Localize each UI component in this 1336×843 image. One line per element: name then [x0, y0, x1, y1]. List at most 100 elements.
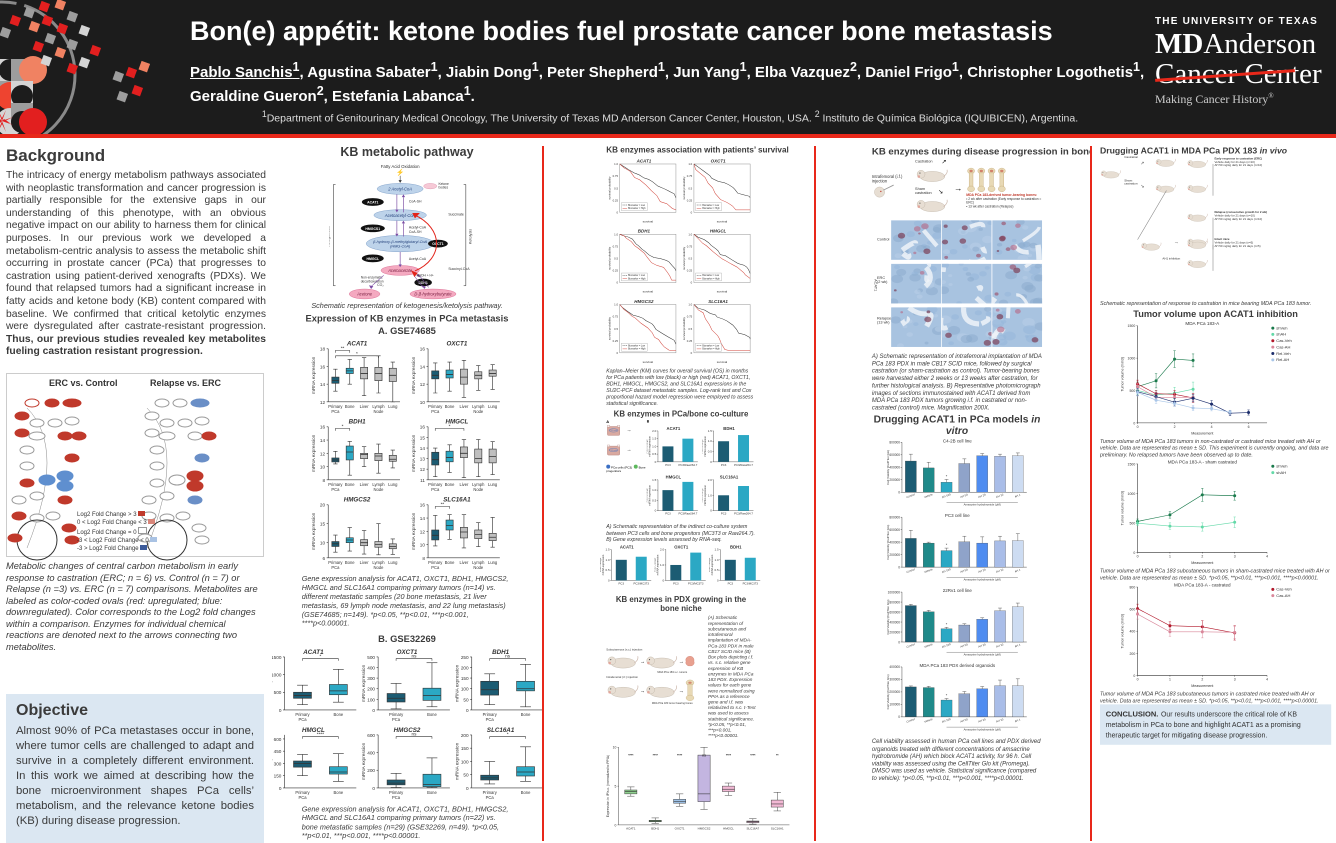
svg-text:0: 0	[655, 460, 657, 464]
svg-text:AH 20: AH 20	[977, 642, 986, 649]
svg-text:0.5: 0.5	[708, 450, 712, 454]
svg-text:8: 8	[323, 477, 326, 482]
svg-text:1500: 1500	[1128, 324, 1136, 328]
svg-text:0: 0	[1133, 674, 1135, 678]
svg-text:1.5: 1.5	[652, 437, 656, 441]
svg-text:14: 14	[320, 382, 326, 387]
svg-text:Lung: Lung	[488, 482, 498, 487]
svg-text:1.5: 1.5	[605, 547, 609, 551]
svg-text:4: 4	[1266, 555, 1268, 559]
svg-text:PC3: PC3	[721, 512, 727, 516]
svg-text:600: 600	[367, 732, 375, 737]
svg-text:0: 0	[691, 281, 693, 285]
svg-text:150: 150	[461, 746, 469, 751]
svg-text:Amsacrine hydrobromide (μM): Amsacrine hydrobromide (μM)	[963, 503, 1000, 507]
svg-text:1.0: 1.0	[708, 439, 712, 443]
svg-text:Bone: Bone	[427, 790, 437, 795]
svg-text:Biomarker = Low: Biomarker = Low	[628, 275, 645, 277]
svg-text:0: 0	[662, 578, 664, 582]
svg-text:Fold changemRNA expression: Fold changemRNA expression	[654, 554, 659, 575]
svg-text:ns: ns	[702, 753, 706, 757]
svg-text:400: 400	[1129, 630, 1135, 634]
svg-text:0: 0	[466, 708, 469, 713]
svg-text:Biomarker = Low: Biomarker = Low	[628, 345, 645, 347]
svg-text:SLC16A7: SLC16A7	[746, 826, 759, 830]
svg-text:PrimaryPCa: Primary PCa	[389, 712, 404, 722]
svg-text:15: 15	[320, 521, 326, 526]
svg-text:Control: Control	[905, 492, 915, 499]
svg-text:0.75: 0.75	[613, 174, 619, 178]
svg-text:0: 0	[691, 210, 693, 214]
svg-text:Liver: Liver	[360, 560, 370, 565]
svg-text:Bone: Bone	[445, 482, 455, 487]
svg-text:0: 0	[898, 640, 900, 644]
svg-text:ns: ns	[412, 731, 418, 736]
svg-text:10: 10	[320, 464, 326, 469]
svg-text:200000: 200000	[889, 630, 900, 634]
svg-text:****: ****	[653, 753, 659, 757]
svg-text:survival: survival	[643, 360, 654, 364]
svg-text:HMGCS2: HMGCS2	[344, 496, 371, 503]
svg-text:0.75: 0.75	[687, 315, 693, 319]
svg-text:ns: ns	[412, 653, 418, 658]
svg-text:Liver: Liver	[360, 404, 370, 409]
svg-text:6: 6	[1248, 425, 1250, 429]
svg-text:****: ****	[317, 731, 324, 736]
svg-text:Lung: Lung	[488, 560, 498, 565]
svg-text:0: 0	[1133, 551, 1135, 555]
svg-text:Ketolysis: Ketolysis	[468, 229, 472, 244]
svg-text:20: 20	[320, 502, 326, 507]
svg-text:Bone: Bone	[521, 790, 531, 795]
svg-text:LymphNode: Lymph Node	[372, 482, 385, 492]
svg-text:50: 50	[463, 697, 469, 702]
svg-text:PC3 cells: PC3 cells	[610, 430, 618, 432]
svg-text:0: 0	[898, 491, 900, 495]
svg-text:D-β-hydroxybutyrate: D-β-hydroxybutyrate	[414, 292, 452, 297]
svg-text:BDH1: BDH1	[638, 229, 651, 234]
svg-text:Liver: Liver	[459, 404, 469, 409]
svg-text:2 Acetyl-CoA: 2 Acetyl-CoA	[387, 187, 412, 192]
svg-text:AH 50: AH 50	[959, 567, 968, 574]
svg-text:1.0: 1.0	[614, 232, 618, 236]
svg-text:****: ****	[726, 753, 732, 757]
svg-text:Bone: Bone	[334, 712, 344, 717]
svg-text:shVeh: shVeh	[1276, 464, 1287, 469]
svg-text:2.0: 2.0	[652, 429, 656, 433]
svg-text:→: →	[626, 427, 631, 433]
svg-text:HMGCL: HMGCL	[710, 229, 727, 234]
svg-text:3: 3	[1234, 678, 1236, 682]
svg-text:Amsacrine hydrobromide (μM): Amsacrine hydrobromide (μM)	[963, 578, 1000, 582]
svg-text:Rel-Veh: Rel-Veh	[1276, 351, 1290, 356]
svg-text:AH 1: AH 1	[1014, 717, 1022, 723]
svg-text:*: *	[945, 622, 947, 626]
svg-text:OXCT1: OXCT1	[674, 544, 689, 549]
svg-text:****: ****	[628, 753, 634, 757]
svg-text:500: 500	[1129, 521, 1135, 525]
svg-text:0.25: 0.25	[613, 198, 619, 202]
svg-text:PrimaryPCa: Primary PCa	[428, 560, 443, 570]
svg-text:Acetyl-CoA: Acetyl-CoA	[409, 225, 427, 229]
svg-text:survival probability: survival probability	[609, 317, 612, 341]
svg-text:survival probability: survival probability	[609, 176, 612, 200]
svg-text:HMGCS2: HMGCS2	[394, 726, 421, 733]
svg-text:Biomarker = Low: Biomarker = Low	[702, 345, 719, 347]
svg-text:500: 500	[274, 690, 282, 695]
svg-text:survival: survival	[643, 219, 654, 223]
svg-text:Cell Viability (CellTiter Glo): Cell Viability (CellTiter Glo)	[886, 525, 890, 560]
svg-text:shAH: shAH	[1276, 331, 1286, 336]
svg-text:C4-2B cell line: C4-2B cell line	[943, 438, 972, 443]
svg-text:AH 100: AH 100	[941, 717, 951, 724]
svg-text:Fold changemRNA expression: Fold changemRNA expression	[702, 484, 707, 505]
svg-text:AH 10: AH 10	[995, 642, 1004, 649]
svg-text:500: 500	[367, 654, 375, 659]
svg-text:400000: 400000	[889, 665, 900, 669]
svg-text:PrimaryPCa: Primary PCa	[295, 790, 310, 800]
svg-text:Liver: Liver	[360, 482, 370, 487]
svg-text:MDA PCa 183-A - sham castrated: MDA PCa 183-A - sham castrated	[1168, 459, 1238, 464]
svg-text:ns: ns	[505, 653, 511, 658]
svg-text:1.0: 1.0	[652, 444, 656, 448]
svg-text:Biomarker = High: Biomarker = High	[628, 349, 646, 351]
svg-text:PrimaryPCa: Primary PCa	[328, 482, 343, 492]
svg-text:PC3: PC3	[727, 581, 733, 585]
svg-text:1.0: 1.0	[652, 488, 656, 492]
